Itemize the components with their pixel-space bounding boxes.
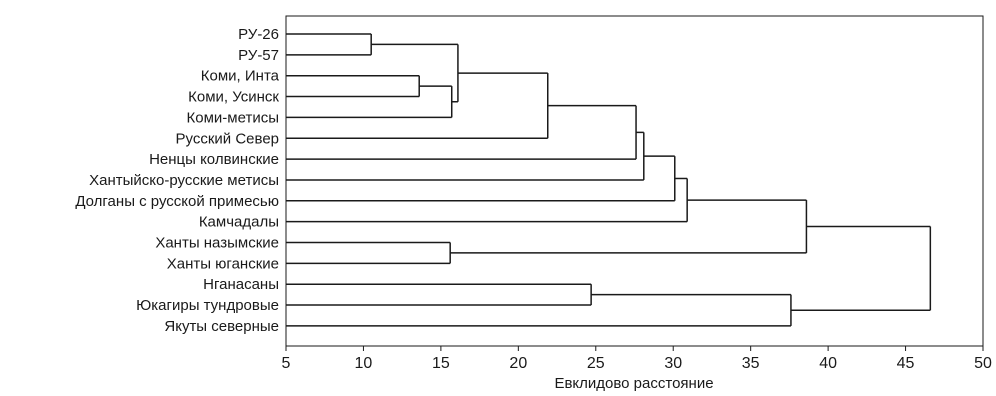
leaf-label: Хантыйско-русские метисы xyxy=(89,172,279,189)
leaf-label: Коми-метисы xyxy=(187,109,279,126)
leaf-label: Ханты юганские xyxy=(167,255,279,272)
x-tick-label: 45 xyxy=(897,355,915,372)
leaf-label: РУ-57 xyxy=(238,47,279,64)
x-tick-label: 35 xyxy=(742,355,760,372)
leaf-label: Ненцы колвинские xyxy=(149,151,279,168)
leaf-label: Ханты назымские xyxy=(155,235,279,252)
leaf-label: Русский Север xyxy=(176,130,279,147)
x-tick-label: 40 xyxy=(819,355,837,372)
x-axis-title: Евклидово расстояние xyxy=(554,375,713,392)
leaf-labels: РУ-26 РУ-57 Коми, Инта Коми, Усинск Коми-мет… xyxy=(75,26,279,335)
leaf-label: Якуты северные xyxy=(164,318,279,335)
x-tick-label: 50 xyxy=(974,355,992,372)
leaf-label: Нганасаны xyxy=(203,276,279,293)
leaf-label: Коми, Инта xyxy=(201,68,280,85)
x-tick-label: 15 xyxy=(432,355,450,372)
x-tick-label: 25 xyxy=(587,355,605,372)
x-axis: 5 10 15 20 25 30 35 40 45 50 xyxy=(282,346,992,372)
plot-frame xyxy=(285,15,984,347)
x-tick-label: 30 xyxy=(664,355,682,372)
x-tick-label: 5 xyxy=(282,355,291,372)
x-tick-label: 10 xyxy=(355,355,373,372)
leaf-label: Юкагиры тундровые xyxy=(136,297,279,314)
leaf-label: Коми, Усинск xyxy=(188,89,279,106)
x-tick-label: 20 xyxy=(509,355,527,372)
dendrogram-links xyxy=(286,33,932,327)
leaf-label: РУ-26 xyxy=(238,26,279,43)
leaf-label: Камчадалы xyxy=(199,214,279,231)
leaf-label: Долганы с русской примесью xyxy=(75,193,279,210)
